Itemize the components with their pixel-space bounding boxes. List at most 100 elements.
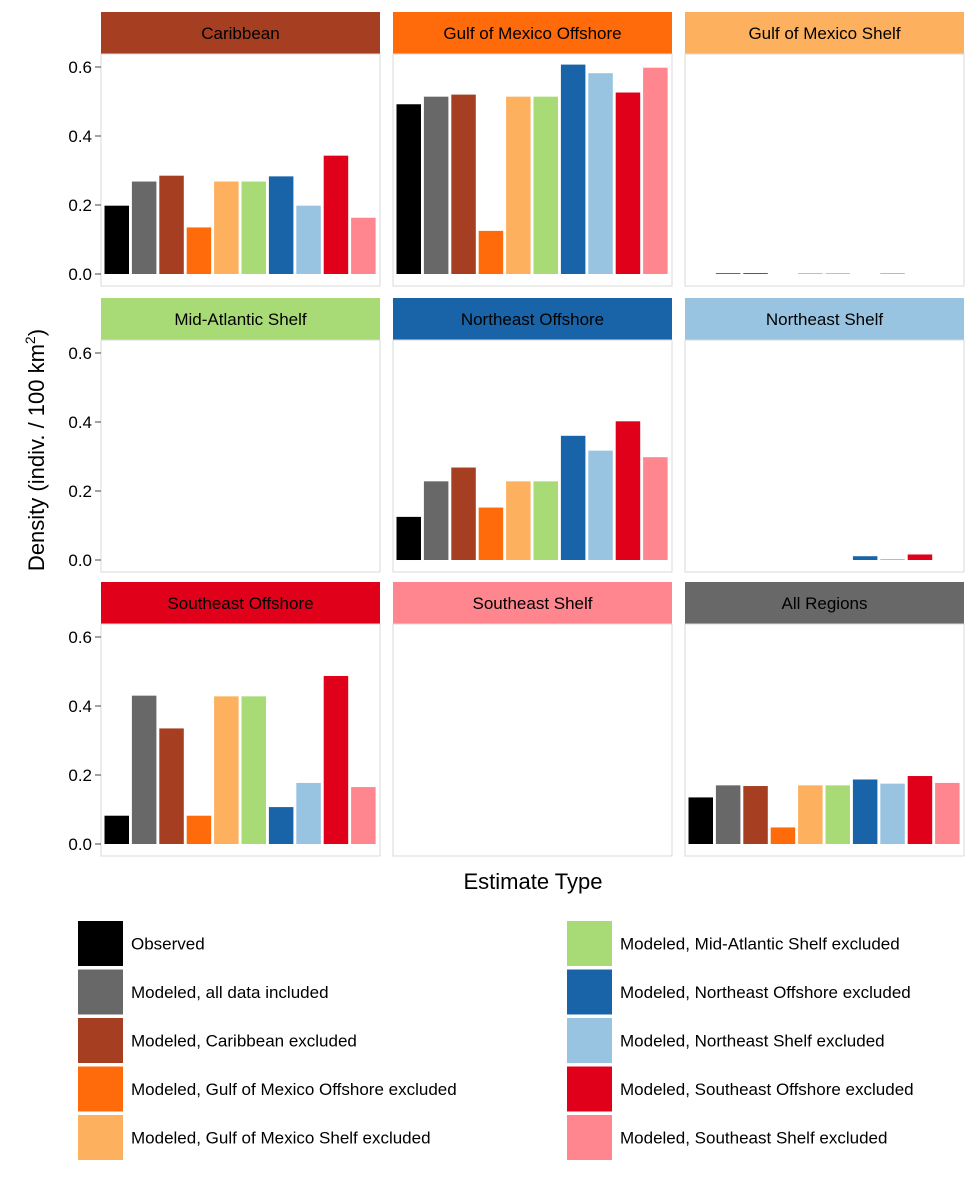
bar-observed xyxy=(688,797,713,844)
legend-label: Modeled, Southeast Shelf excluded xyxy=(620,1129,887,1148)
bar-modeled-northeast-shelf-excluded xyxy=(296,205,321,274)
legend-item-observed: Observed xyxy=(78,921,205,966)
bar-modeled-gulf-of-mexico-shelf-excluded xyxy=(214,181,239,274)
bar-modeled-gulf-of-mexico-shelf-excluded xyxy=(798,273,823,274)
y-tick-label: 0.2 xyxy=(68,196,92,215)
strip-title: Northeast Offshore xyxy=(461,310,604,329)
strip-northeast-shelf xyxy=(685,298,964,340)
plot-area xyxy=(684,339,965,573)
bar-modeled-southeast-offshore-excluded xyxy=(323,675,349,844)
y-tick-label: 0.4 xyxy=(68,127,92,146)
legend-key xyxy=(567,1115,612,1160)
y-tick-label: 0.4 xyxy=(68,413,92,432)
bar-modeled-southeast-shelf-excluded xyxy=(351,787,376,845)
legend-key xyxy=(567,969,612,1015)
legend-item-modeled-gulf-of-mexico-offshore-excluded: Modeled, Gulf of Mexico Offshore exclude… xyxy=(78,1066,457,1112)
legend-item-modeled-mid-atlantic-shelf-excluded: Modeled, Mid-Atlantic Shelf excluded xyxy=(567,921,900,966)
bar-observed xyxy=(396,104,421,274)
bar-modeled-gulf-of-mexico-shelf-excluded xyxy=(798,785,823,844)
strip-southeast-shelf xyxy=(393,582,672,624)
legend-label: Modeled, Northeast Offshore excluded xyxy=(620,983,911,1002)
bar-modeled-all-data-included xyxy=(131,695,157,844)
panel-southeast-shelf: Southeast Shelf xyxy=(392,582,673,857)
panel-southeast-offshore: Southeast Offshore xyxy=(100,582,381,857)
y-tick-label: 0.4 xyxy=(68,697,92,716)
y-axis-label-superscript: 2 xyxy=(22,336,38,344)
bar-modeled-northeast-shelf-excluded xyxy=(880,559,905,560)
legend-label: Observed xyxy=(131,935,205,954)
bar-modeled-mid-atlantic-shelf-excluded xyxy=(825,785,850,844)
bar-observed xyxy=(104,815,129,844)
panel-gulf-of-mexico-shelf: Gulf of Mexico Shelf xyxy=(684,12,965,287)
legend-label: Modeled, Gulf of Mexico Shelf excluded xyxy=(131,1129,431,1148)
legend-key xyxy=(567,921,612,966)
panel-mid-atlantic-shelf: Mid-Atlantic Shelf xyxy=(100,298,381,573)
strip-title: Gulf of Mexico Shelf xyxy=(748,24,900,43)
bar-modeled-mid-atlantic-shelf-excluded xyxy=(241,696,266,844)
strip-southeast-offshore xyxy=(101,582,380,624)
legend-label: Modeled, Gulf of Mexico Offshore exclude… xyxy=(131,1080,457,1099)
strip-northeast-offshore xyxy=(393,298,672,340)
panel-gulf-of-mexico-offshore: Gulf of Mexico Offshore xyxy=(392,12,673,287)
bar-modeled-southeast-shelf-excluded xyxy=(643,67,668,274)
legend-item-modeled-all-data-included: Modeled, all data included xyxy=(78,969,329,1015)
strip-gulf-of-mexico-offshore xyxy=(393,12,672,54)
legend-label: Modeled, Northeast Shelf excluded xyxy=(620,1032,885,1051)
bar-modeled-caribbean-excluded xyxy=(451,467,476,560)
bar-modeled-caribbean-excluded xyxy=(743,786,768,844)
bar-modeled-southeast-offshore-excluded xyxy=(323,155,349,274)
strip-title: Caribbean xyxy=(201,24,279,43)
bar-modeled-mid-atlantic-shelf-excluded xyxy=(533,481,558,560)
legend-item-modeled-caribbean-excluded: Modeled, Caribbean excluded xyxy=(78,1018,357,1063)
legend-item-modeled-southeast-offshore-excluded: Modeled, Southeast Offshore excluded xyxy=(567,1066,914,1112)
bar-modeled-all-data-included xyxy=(131,181,157,274)
legend-key xyxy=(567,1018,612,1063)
bar-modeled-caribbean-excluded xyxy=(743,273,768,274)
bar-modeled-southeast-offshore-excluded xyxy=(907,554,933,560)
panel-northeast-offshore: Northeast Offshore xyxy=(392,298,673,573)
y-axis-label-main: Density (indiv. / 100 km xyxy=(24,344,49,571)
strip-title: Southeast Shelf xyxy=(472,594,592,613)
strip-all-regions xyxy=(685,582,964,624)
bar-modeled-gulf-of-mexico-offshore-excluded xyxy=(478,507,504,560)
legend-key xyxy=(567,1066,612,1112)
legend-key xyxy=(78,921,123,966)
plot-area xyxy=(100,339,381,573)
strip-title: Mid-Atlantic Shelf xyxy=(174,310,307,329)
legend-item-modeled-northeast-shelf-excluded: Modeled, Northeast Shelf excluded xyxy=(567,1018,885,1063)
legend-item-modeled-southeast-shelf-excluded: Modeled, Southeast Shelf excluded xyxy=(567,1115,887,1160)
bar-modeled-all-data-included xyxy=(423,481,449,560)
strip-title: Gulf of Mexico Offshore xyxy=(443,24,621,43)
bar-modeled-gulf-of-mexico-offshore-excluded xyxy=(478,230,504,275)
y-tick-label: 0.6 xyxy=(68,628,92,647)
bar-modeled-northeast-offshore-excluded xyxy=(268,807,294,844)
strip-gulf-of-mexico-shelf xyxy=(685,12,964,54)
bar-modeled-southeast-shelf-excluded xyxy=(935,782,960,844)
bar-modeled-northeast-offshore-excluded xyxy=(852,556,878,560)
strip-mid-atlantic-shelf xyxy=(101,298,380,340)
plot-area xyxy=(392,623,673,857)
bar-modeled-gulf-of-mexico-offshore-excluded xyxy=(186,227,212,275)
bar-modeled-northeast-offshore-excluded xyxy=(560,435,586,560)
bar-modeled-southeast-offshore-excluded xyxy=(615,421,641,560)
legend-key xyxy=(78,969,123,1015)
y-tick-label: 0.0 xyxy=(68,551,92,570)
bar-modeled-all-data-included xyxy=(715,273,741,274)
plot-area xyxy=(684,53,965,287)
y-tick-label: 0.2 xyxy=(68,482,92,501)
panel-caribbean: Caribbean xyxy=(100,12,381,287)
legend-label: Modeled, all data included xyxy=(131,983,329,1002)
y-tick-label: 0.6 xyxy=(68,58,92,77)
bar-modeled-northeast-shelf-excluded xyxy=(588,450,613,560)
bar-modeled-gulf-of-mexico-shelf-excluded xyxy=(506,481,531,560)
legend-key xyxy=(78,1066,123,1112)
x-axis-label: Estimate Type xyxy=(464,869,603,894)
legend-item-modeled-northeast-offshore-excluded: Modeled, Northeast Offshore excluded xyxy=(567,969,911,1015)
legend-key xyxy=(78,1018,123,1063)
bar-observed xyxy=(396,516,421,561)
bar-modeled-mid-atlantic-shelf-excluded xyxy=(241,181,266,274)
bar-modeled-caribbean-excluded xyxy=(451,94,476,274)
bar-modeled-southeast-offshore-excluded xyxy=(615,92,641,274)
bar-modeled-southeast-shelf-excluded xyxy=(643,457,668,560)
